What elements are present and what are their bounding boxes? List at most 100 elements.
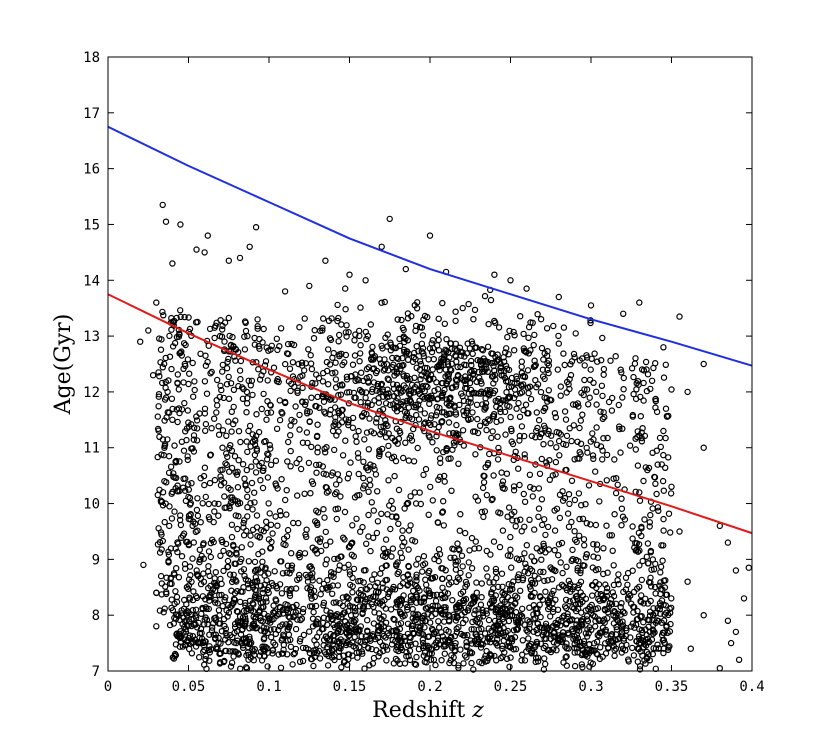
- data-point: [490, 362, 497, 370]
- data-point: [396, 602, 404, 609]
- data-point: [539, 521, 546, 529]
- data-point: [441, 386, 448, 394]
- data-point: [644, 639, 651, 646]
- data-point: [189, 445, 196, 452]
- data-point: [548, 432, 555, 439]
- data-point: [328, 472, 335, 479]
- data-point: [485, 416, 492, 423]
- data-point: [661, 639, 668, 647]
- data-point: [252, 469, 260, 476]
- data-point: [445, 574, 453, 582]
- data-point: [186, 494, 194, 502]
- data-point: [523, 542, 531, 549]
- data-point: [331, 490, 339, 498]
- data-point: [193, 425, 201, 432]
- data-point: [454, 574, 462, 582]
- data-point: [452, 640, 459, 647]
- data-point: [435, 347, 443, 354]
- data-point: [501, 408, 509, 416]
- data-point: [414, 388, 421, 395]
- data-point: [592, 521, 600, 529]
- data-point: [510, 487, 518, 494]
- data-point: [396, 608, 404, 616]
- data-point: [296, 455, 303, 463]
- data-point: [656, 606, 664, 613]
- data-point: [541, 350, 548, 357]
- data-point: [517, 516, 524, 523]
- data-point: [325, 381, 332, 388]
- data-point: [574, 564, 581, 572]
- data-point: [211, 476, 219, 484]
- data-point: [421, 612, 428, 619]
- data-point: [283, 350, 291, 357]
- data-point: [165, 377, 172, 384]
- data-point: [211, 635, 219, 643]
- data-point: [393, 514, 400, 521]
- data-point: [181, 313, 188, 321]
- data-point: [290, 519, 297, 527]
- data-point: [446, 638, 454, 646]
- data-point: [431, 387, 438, 394]
- data-point: [201, 249, 208, 256]
- data-point: [457, 363, 464, 371]
- data-point: [402, 439, 409, 446]
- data-point: [676, 528, 683, 535]
- data-point: [169, 416, 176, 423]
- data-point: [183, 601, 190, 608]
- data-point: [301, 550, 309, 557]
- data-point: [522, 401, 530, 408]
- data-point: [554, 606, 562, 614]
- data-point: [398, 316, 405, 324]
- data-point: [531, 331, 538, 339]
- data-point: [319, 463, 326, 470]
- data-point: [335, 566, 342, 574]
- data-point: [312, 402, 319, 410]
- data-point: [168, 596, 175, 603]
- data-point: [374, 383, 382, 390]
- data-point: [296, 411, 303, 419]
- data-point: [341, 359, 348, 366]
- data-point: [506, 587, 514, 594]
- data-point: [363, 464, 370, 471]
- data-point: [262, 566, 269, 573]
- data-point: [326, 636, 334, 644]
- data-point: [447, 410, 454, 417]
- data-point: [486, 387, 494, 394]
- data-point: [441, 478, 448, 485]
- data-point: [234, 484, 242, 491]
- data-point: [204, 232, 211, 239]
- data-point: [295, 519, 302, 527]
- x-tick-label: 0.15: [333, 679, 367, 695]
- data-point: [530, 363, 538, 370]
- data-point: [443, 396, 450, 403]
- data-point: [483, 426, 490, 434]
- data-point: [393, 365, 400, 372]
- data-point: [357, 399, 364, 406]
- data-point: [231, 624, 239, 631]
- data-point: [477, 601, 485, 608]
- data-point: [540, 422, 548, 429]
- data-point: [360, 485, 367, 492]
- data-point: [154, 413, 161, 420]
- data-point: [471, 594, 478, 602]
- data-point: [487, 551, 494, 558]
- data-point: [220, 615, 228, 623]
- data-point: [272, 641, 279, 649]
- data-point: [285, 613, 292, 620]
- data-point: [498, 469, 505, 476]
- data-point: [260, 603, 267, 611]
- data-point: [345, 470, 353, 478]
- data-point: [167, 463, 175, 470]
- data-point: [638, 525, 645, 532]
- data-point: [603, 584, 611, 592]
- data-point: [494, 433, 501, 440]
- data-point: [311, 593, 318, 601]
- data-point: [427, 656, 435, 663]
- data-point: [243, 466, 250, 474]
- data-point: [230, 386, 238, 393]
- data-point: [479, 347, 487, 354]
- data-point: [571, 633, 578, 640]
- data-point: [285, 438, 292, 446]
- data-point: [525, 334, 532, 341]
- data-point: [507, 552, 514, 560]
